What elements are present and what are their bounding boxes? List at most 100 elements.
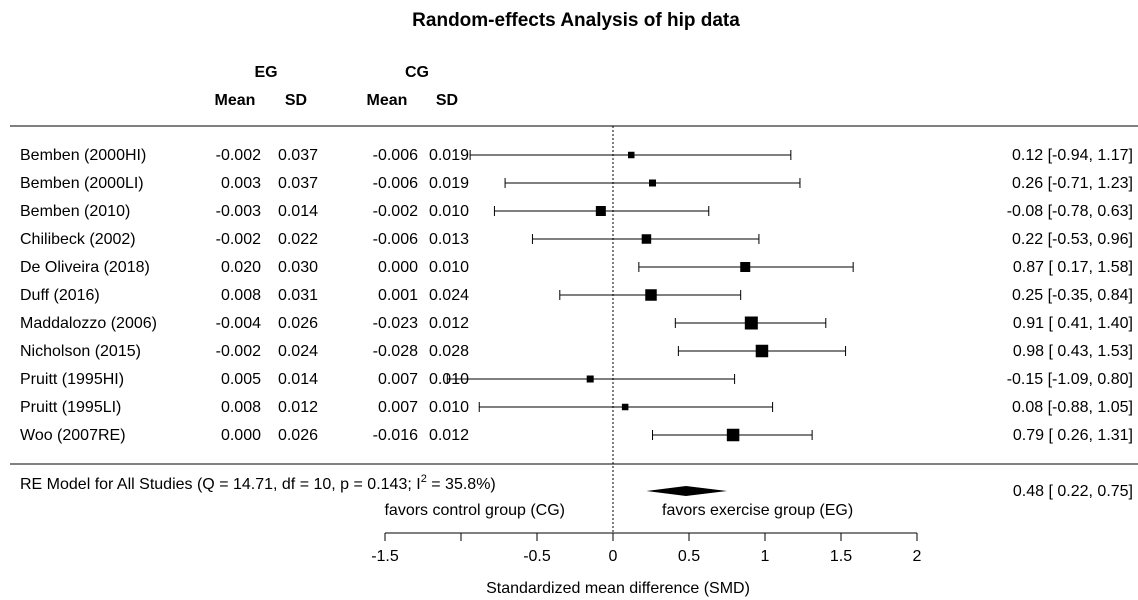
study-row: De Oliveira (2018) 0.020 0.030 0.000 0.010 0.…	[20, 259, 1133, 276]
x-tick-label: -0.5	[523, 548, 551, 565]
eg-mean-value: -0.002	[216, 147, 261, 164]
point-estimate	[744, 316, 758, 330]
eg-mean-value: 0.008	[221, 287, 261, 304]
estimate-label: 0.79 [ 0.26, 1.31]	[1013, 427, 1133, 444]
estimate-label: -0.08 [-0.78, 0.63]	[1007, 203, 1133, 220]
study-name: Bemben (2010)	[20, 203, 130, 220]
point-estimate	[627, 151, 635, 159]
study-row: Pruitt (1995LI) 0.008 0.012 0.007 0.010 0.08 …	[20, 399, 1133, 416]
study-row: Chilibeck (2002) -0.002 0.022 -0.006 0.013 0.…	[20, 231, 1133, 248]
cg-sd-value: 0.019	[429, 147, 469, 164]
x-tick-label: 1.5	[830, 548, 852, 565]
study-name: Pruitt (1995LI)	[20, 399, 121, 416]
eg-sd-value: 0.037	[278, 147, 318, 164]
study-row: Bemben (2000HI) -0.002 0.037 -0.006 0.019 0.1…	[20, 147, 1133, 164]
cg-mean-value: -0.016	[373, 427, 418, 444]
x-tick-label: -1.5	[371, 548, 399, 565]
study-name: Bemben (2000LI)	[20, 175, 144, 192]
study-row: Duff (2016) 0.008 0.031 0.001 0.024 0.25 [-0.…	[20, 287, 1133, 304]
eg-sd-value: 0.037	[278, 175, 318, 192]
eg-sd-value: 0.014	[278, 203, 318, 220]
study-row: Woo (2007RE) 0.000 0.026 -0.016 0.012 0.79 [ …	[20, 427, 1133, 444]
cg-mean-value: 0.001	[378, 287, 418, 304]
study-row: Pruitt (1995HI) 0.005 0.014 0.007 0.010 -0.15…	[20, 371, 1133, 388]
eg-mean-value: 0.005	[221, 371, 261, 388]
point-estimate	[595, 206, 606, 216]
estimate-label: 0.25 [-0.35, 0.84]	[1012, 287, 1133, 304]
cg-header: CG	[405, 64, 429, 81]
estimate-label: 0.98 [ 0.43, 1.53]	[1013, 343, 1133, 360]
eg-sd-value: 0.014	[278, 371, 318, 388]
eg-sd-value: 0.031	[278, 287, 318, 304]
favors-control-label: favors control group (CG)	[384, 502, 565, 519]
estimate-label: 0.91 [ 0.41, 1.40]	[1013, 315, 1133, 332]
study-name: Duff (2016)	[20, 287, 100, 304]
x-tick-label: 0.5	[678, 548, 700, 565]
summary-row: RE Model for All Studies (Q = 14.71, df …	[20, 473, 1133, 500]
point-estimate	[649, 179, 657, 187]
cg-mean-value: -0.002	[373, 203, 418, 220]
eg-sd-value: 0.022	[278, 231, 318, 248]
cg-sd-value: 0.010	[429, 399, 469, 416]
study-row: Nicholson (2015) -0.002 0.024 -0.028 0.028 0.…	[20, 343, 1133, 360]
eg-mean-value: 0.020	[221, 259, 261, 276]
cg-sd-value: 0.028	[429, 343, 469, 360]
cg-sd-value: 0.010	[429, 203, 469, 220]
estimate-label: 0.08 [-0.88, 1.05]	[1012, 399, 1133, 416]
cg-sd-value: 0.012	[429, 315, 469, 332]
point-estimate	[645, 289, 657, 301]
cg-sd-value: 0.013	[429, 231, 469, 248]
eg-sd-value: 0.024	[278, 343, 318, 360]
eg-mean-value: 0.008	[221, 399, 261, 416]
point-estimate	[755, 344, 769, 358]
eg-mean-value: -0.004	[216, 315, 261, 332]
eg-sd-value: 0.026	[278, 427, 318, 444]
x-tick-label: 0	[609, 548, 618, 565]
point-estimate	[621, 403, 629, 411]
cg-sd-header: SD	[436, 92, 458, 109]
favors-exercise-label: favors exercise group (EG)	[662, 502, 853, 519]
eg-sd-value: 0.030	[278, 259, 318, 276]
eg-mean-value: 0.000	[221, 427, 261, 444]
eg-header: EG	[254, 64, 277, 81]
study-row: Maddalozzo (2006) -0.004 0.026 -0.023 0.012 0…	[20, 315, 1133, 332]
estimate-label: 0.12 [-0.94, 1.17]	[1012, 147, 1133, 164]
cg-mean-value: -0.028	[373, 343, 418, 360]
point-estimate	[740, 262, 751, 272]
point-estimate	[586, 375, 594, 383]
point-estimate	[726, 428, 740, 442]
summary-label: RE Model for All Studies (Q = 14.71, df …	[20, 473, 496, 493]
cg-mean-value: -0.006	[373, 175, 418, 192]
eg-mean-value: -0.002	[216, 231, 261, 248]
eg-sd-value: 0.026	[278, 315, 318, 332]
eg-mean-value: -0.002	[216, 343, 261, 360]
study-name: Bemben (2000HI)	[20, 147, 146, 164]
x-tick-label: 2	[913, 548, 922, 565]
estimate-label: 0.22 [-0.53, 0.96]	[1012, 231, 1133, 248]
i-squared-superscript: 2	[421, 473, 427, 485]
x-axis: -1.5 -0.5 0 0.5 1 1.5 2	[371, 532, 922, 565]
cg-mean-value: 0.007	[378, 399, 418, 416]
summary-estimate-label: 0.48 [ 0.22, 0.75]	[1013, 483, 1133, 500]
study-name: Woo (2007RE)	[20, 427, 126, 444]
study-name: Pruitt (1995HI)	[20, 371, 124, 388]
cg-mean-value: -0.006	[373, 231, 418, 248]
summary-diamond	[646, 486, 727, 496]
estimate-label: 0.26 [-0.71, 1.23]	[1012, 175, 1133, 192]
eg-mean-header: Mean	[215, 92, 256, 109]
chart-title: Random-effects Analysis of hip data	[412, 10, 740, 31]
study-name: Chilibeck (2002)	[20, 231, 136, 248]
point-estimate	[641, 234, 652, 244]
cg-sd-value: 0.024	[429, 287, 469, 304]
study-row: Bemben (2010) -0.003 0.014 -0.002 0.010 -0.08…	[20, 203, 1133, 220]
study-name: Nicholson (2015)	[20, 343, 141, 360]
cg-mean-header: Mean	[367, 92, 408, 109]
eg-mean-value: 0.003	[221, 175, 261, 192]
study-row: Bemben (2000LI) 0.003 0.037 -0.006 0.019 0.26…	[20, 175, 1133, 192]
study-name: Maddalozzo (2006)	[20, 315, 157, 332]
eg-sd-header: SD	[285, 92, 307, 109]
cg-mean-value: 0.000	[378, 259, 418, 276]
cg-mean-value: 0.007	[378, 371, 418, 388]
cg-sd-value: 0.019	[429, 175, 469, 192]
cg-sd-value: 0.012	[429, 427, 469, 444]
